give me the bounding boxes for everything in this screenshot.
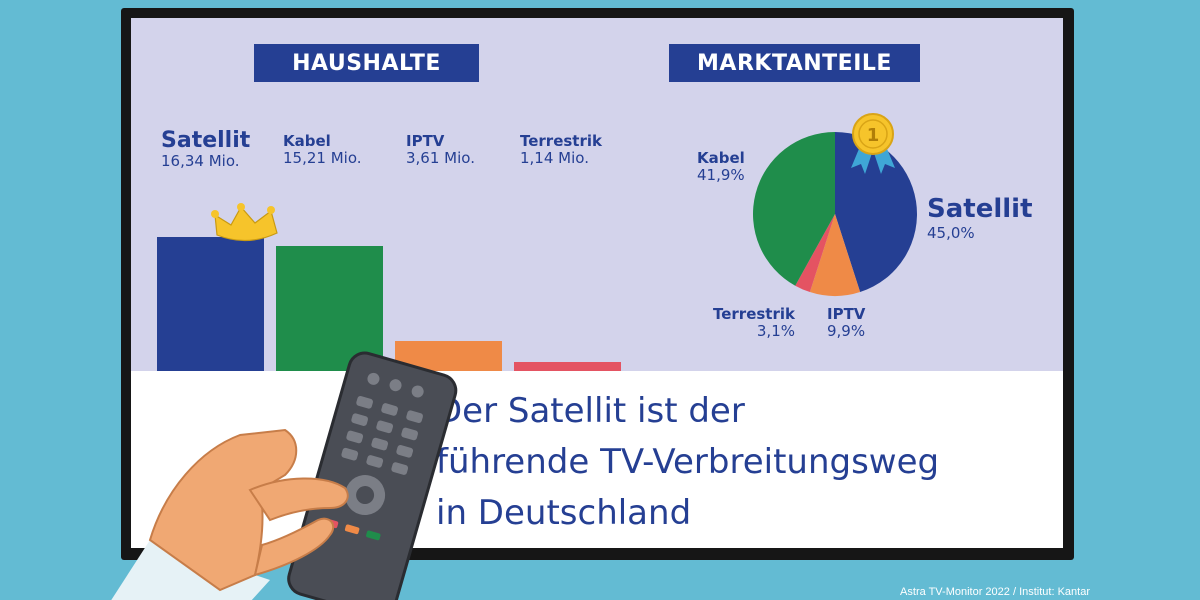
pie-label-name: IPTV: [827, 305, 866, 323]
bar-kabel: [276, 246, 383, 371]
pie-label-satellit: Satellit 45,0%: [927, 194, 1033, 242]
bar-label-terrestrik: Terrestrik 1,14 Mio.: [520, 132, 602, 168]
bar-label-value: 3,61 Mio.: [406, 149, 475, 168]
headline: Der Satellit ist der führende TV-Verbrei…: [436, 386, 1056, 539]
thumb: [248, 477, 349, 522]
bar-label-value: 15,21 Mio.: [283, 149, 362, 168]
source-note: Astra TV-Monitor 2022 / Institut: Kantar: [900, 586, 1090, 598]
bar-label-satellit: Satellit 16,34 Mio.: [161, 128, 250, 171]
headline-line-1: Der Satellit ist der: [436, 391, 745, 431]
households-header: HAUSHALTE: [254, 44, 479, 82]
pie-slice-terrestrik: [795, 214, 835, 293]
pie-label-value: 41,9%: [697, 166, 745, 185]
hand-with-remote: [111, 351, 458, 600]
pie-label-name: Terrestrik: [713, 305, 795, 323]
pie-label-iptv: IPTV 9,9%: [827, 305, 866, 341]
pie-label-kabel: Kabel 41,9%: [697, 149, 745, 185]
bar-label-name: Satellit: [161, 128, 251, 153]
headline-line-3: in Deutschland: [436, 493, 692, 533]
bar-label-iptv: IPTV 3,61 Mio.: [406, 132, 475, 168]
pie-label-value: 3,1%: [756, 322, 795, 341]
market-share-pie: [753, 132, 917, 296]
pie-slice-satellit: [835, 132, 917, 293]
hand: [148, 428, 298, 592]
pie-label-name: Kabel: [697, 149, 745, 167]
pie-label-value: 9,9%: [827, 322, 866, 341]
pie-label-name: Satellit: [927, 194, 1033, 224]
bar-label-value: 1,14 Mio.: [520, 149, 589, 168]
bar-satellit: [157, 237, 264, 371]
pie-label-terrestrik: Terrestrik 3,1%: [713, 305, 795, 341]
pie-slice-iptv: [809, 214, 861, 296]
pie-slice-kabel: [753, 132, 835, 286]
fingers: [253, 517, 335, 577]
bar-label-kabel: Kabel 15,21 Mio.: [283, 132, 362, 168]
bar-label-name: Kabel: [283, 132, 331, 150]
tv-screen: HAUSHALTE MARKTANTEILE Satellit 16,34 Mi…: [131, 18, 1063, 548]
headline-line-2: führende TV-Verbreitungsweg: [436, 442, 940, 482]
crown-icon: [211, 203, 278, 242]
market-share-header: MARKTANTEILE: [669, 44, 920, 82]
bar-label-name: Terrestrik: [520, 132, 602, 150]
medal-number: 1: [867, 125, 880, 146]
pie-label-value: 45,0%: [927, 223, 975, 242]
remote-control: [287, 351, 458, 600]
medal-icon: 1: [851, 113, 895, 174]
bar-terrestrik: [514, 361, 621, 371]
bar-label-name: IPTV: [406, 132, 445, 150]
bar-label-value: 16,34 Mio.: [161, 152, 240, 171]
